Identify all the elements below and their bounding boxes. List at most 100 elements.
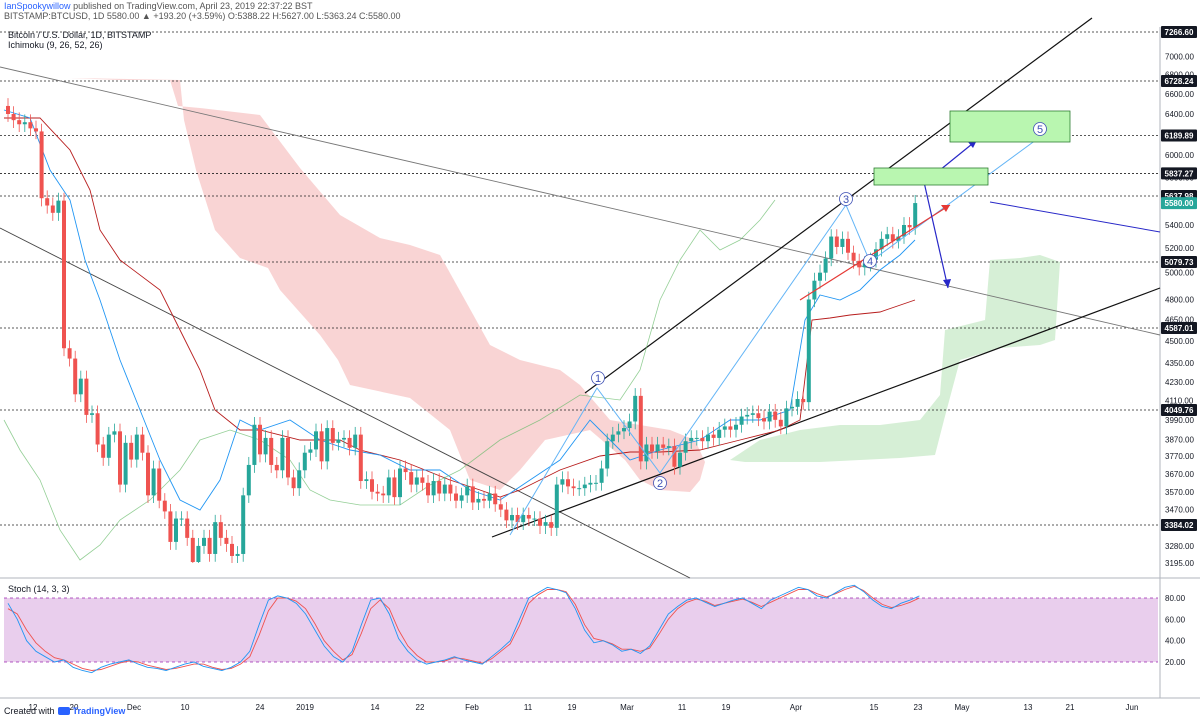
channel-upper-line[interactable] <box>584 17 1093 394</box>
candle-body <box>146 452 150 496</box>
candle-body <box>756 413 761 419</box>
candle-body <box>174 518 178 542</box>
candle-body <box>470 486 475 503</box>
candle-body <box>711 434 716 438</box>
candle-body <box>342 437 346 440</box>
price-tag: 4587.01 <box>1165 324 1194 333</box>
candle-body <box>336 439 341 443</box>
red-up-arrow[interactable] <box>799 204 951 301</box>
target-box-lower[interactable] <box>873 167 989 186</box>
candle-body <box>62 200 66 349</box>
descending-trendline-upper[interactable] <box>0 66 1161 336</box>
descending-trendline-lower[interactable] <box>0 227 691 579</box>
blue-projection-line[interactable] <box>989 201 1161 233</box>
candle-body <box>386 477 391 496</box>
time-tick: 10 <box>181 703 190 712</box>
candle-body <box>851 252 856 261</box>
candle-body <box>78 378 83 395</box>
price-tick: 3280.00 <box>1165 542 1194 551</box>
candle-body <box>510 514 514 521</box>
candle-body <box>549 522 554 528</box>
price-tick: 4230.00 <box>1165 378 1194 387</box>
candle-body <box>101 444 106 458</box>
stoch-tick: 40.00 <box>1165 637 1186 646</box>
price-tag-box <box>1161 519 1197 531</box>
candle-body <box>661 444 666 448</box>
time-tick: 11 <box>524 703 533 712</box>
time-tick: 13 <box>1024 703 1033 712</box>
price-tag-box <box>1161 322 1197 334</box>
candle-body <box>73 358 78 395</box>
stoch-tick: 80.00 <box>1165 594 1186 603</box>
time-tick: 23 <box>914 703 923 712</box>
candle-body <box>353 434 358 448</box>
candle-body <box>784 408 789 427</box>
target-box-upper[interactable] <box>949 110 1071 143</box>
author-link[interactable]: IanSpookywillow <box>4 1 71 11</box>
ichimoku-cloud-bull <box>730 255 1060 462</box>
ichimoku-label[interactable]: Ichimoku (9, 26, 52, 26) <box>8 40 103 50</box>
price-tick: 6600.00 <box>1165 90 1194 99</box>
candle-body <box>392 477 397 498</box>
stoch-label[interactable]: Stoch (14, 3, 3) <box>8 584 70 594</box>
channel-lower-line[interactable] <box>491 287 1161 538</box>
candle-body <box>790 406 794 409</box>
candle-body <box>829 236 834 259</box>
candle-body <box>190 537 195 562</box>
wave-label-circle <box>591 371 605 385</box>
symbol-label: BITSTAMP:BTCUSD, 1D <box>4 11 105 21</box>
candle-body <box>157 468 162 501</box>
wave-label: 3 <box>843 194 849 206</box>
price-tag: 5580.00 <box>1165 199 1194 208</box>
price-tick: 4500.00 <box>1165 337 1194 346</box>
candle-body <box>487 493 492 501</box>
chart-title: Bitcoin / U.S. Dollar, 1D, BITSTAMP <box>8 30 152 40</box>
candle-body <box>291 477 296 489</box>
candle-body <box>812 280 817 300</box>
candle-body <box>896 236 901 242</box>
candle-body <box>28 122 33 129</box>
stoch-tick: 60.00 <box>1165 615 1186 624</box>
time-tick: May <box>954 703 969 712</box>
price-tick: 3670.00 <box>1165 470 1194 479</box>
stoch-axis: 80.00 60.00 40.00 20.00 <box>1165 594 1186 667</box>
candle-body <box>224 537 229 544</box>
candle-body <box>526 514 531 519</box>
candle-body <box>39 131 44 199</box>
price-tag: 5079.73 <box>1165 258 1194 267</box>
candle-body <box>454 493 458 501</box>
candle-body <box>874 249 878 260</box>
candle-body <box>442 484 447 494</box>
elliott-wave-path[interactable] <box>509 136 1041 536</box>
candle-body <box>358 434 363 482</box>
price-tick: 3770.00 <box>1165 452 1194 461</box>
candle-body <box>532 518 537 520</box>
candle-body <box>907 225 912 228</box>
time-tick: 21 <box>1066 703 1075 712</box>
candle-body <box>230 543 234 556</box>
price-tag-box <box>1161 256 1197 268</box>
candle-body <box>482 498 486 501</box>
price-tick: 3570.00 <box>1165 488 1194 497</box>
candle-body <box>706 434 710 442</box>
candle-body <box>801 399 806 403</box>
price-tag-box <box>1161 404 1197 416</box>
candle-body <box>246 464 251 496</box>
price-tick: 6800.00 <box>1165 70 1194 79</box>
footer-prefix: Created with <box>4 706 55 716</box>
candle-body <box>274 464 279 471</box>
price-tag-box <box>1161 26 1197 38</box>
tradingview-brand[interactable]: TradingView <box>72 706 126 716</box>
blue-down-arrow[interactable] <box>923 181 949 289</box>
candle-body <box>11 114 16 121</box>
candle-body <box>538 518 542 526</box>
publish-header: IanSpookywillow published on TradingView… <box>4 1 401 21</box>
candle-body <box>879 238 884 250</box>
price-tick: 5400.00 <box>1165 221 1194 230</box>
candle-body <box>302 452 307 471</box>
candle-body <box>56 200 61 213</box>
stoch-band <box>4 598 1158 662</box>
candle-body <box>476 498 481 503</box>
candle-body <box>207 537 212 554</box>
